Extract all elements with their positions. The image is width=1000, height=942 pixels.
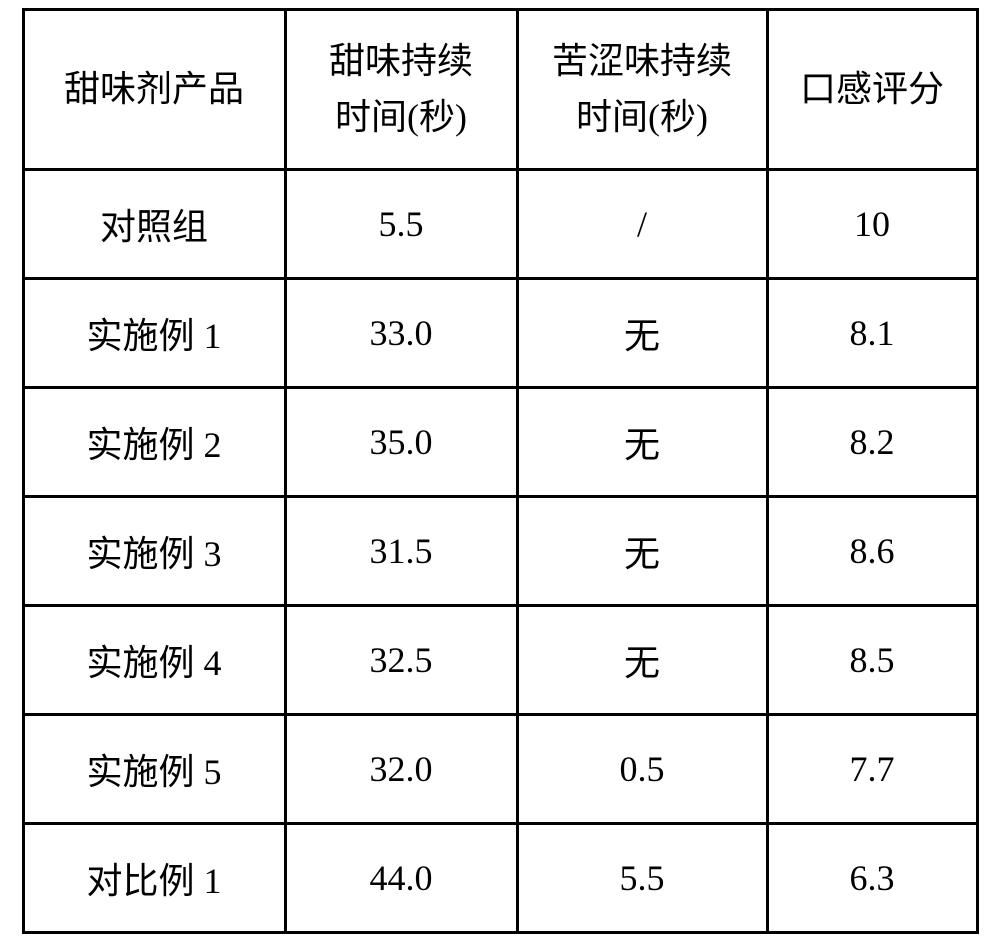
header-sweet-duration: 甜味持续时间(秒)	[285, 10, 517, 170]
cell-sweet-duration: 33.0	[285, 279, 517, 388]
cell-product: 对照组	[23, 170, 285, 279]
cell-sweet-duration: 44.0	[285, 824, 517, 933]
cell-product: 实施例 4	[23, 606, 285, 715]
cell-taste-score: 8.5	[767, 606, 977, 715]
table-row: 实施例 4 32.5 无 8.5	[23, 606, 977, 715]
cell-bitter-duration: 无	[517, 388, 767, 497]
table-row: 对照组 5.5 / 10	[23, 170, 977, 279]
table-header-row: 甜味剂产品 甜味持续时间(秒) 苦涩味持续时间(秒) 口感评分	[23, 10, 977, 170]
cell-product: 实施例 1	[23, 279, 285, 388]
cell-taste-score: 8.1	[767, 279, 977, 388]
header-product: 甜味剂产品	[23, 10, 285, 170]
sweetener-data-table: 甜味剂产品 甜味持续时间(秒) 苦涩味持续时间(秒) 口感评分 对照组 5.5 …	[22, 8, 979, 934]
cell-bitter-duration: /	[517, 170, 767, 279]
cell-product: 实施例 2	[23, 388, 285, 497]
cell-product: 实施例 3	[23, 497, 285, 606]
table-row: 实施例 3 31.5 无 8.6	[23, 497, 977, 606]
cell-bitter-duration: 无	[517, 497, 767, 606]
cell-product: 实施例 5	[23, 715, 285, 824]
cell-sweet-duration: 32.0	[285, 715, 517, 824]
cell-bitter-duration: 无	[517, 606, 767, 715]
cell-sweet-duration: 35.0	[285, 388, 517, 497]
cell-sweet-duration: 5.5	[285, 170, 517, 279]
table-row: 对比例 1 44.0 5.5 6.3	[23, 824, 977, 933]
cell-taste-score: 7.7	[767, 715, 977, 824]
cell-sweet-duration: 32.5	[285, 606, 517, 715]
table-row: 实施例 5 32.0 0.5 7.7	[23, 715, 977, 824]
cell-taste-score: 8.6	[767, 497, 977, 606]
cell-bitter-duration: 5.5	[517, 824, 767, 933]
header-bitter-duration: 苦涩味持续时间(秒)	[517, 10, 767, 170]
cell-bitter-duration: 0.5	[517, 715, 767, 824]
cell-taste-score: 8.2	[767, 388, 977, 497]
cell-product: 对比例 1	[23, 824, 285, 933]
table-row: 实施例 2 35.0 无 8.2	[23, 388, 977, 497]
table-row: 实施例 1 33.0 无 8.1	[23, 279, 977, 388]
cell-sweet-duration: 31.5	[285, 497, 517, 606]
cell-taste-score: 10	[767, 170, 977, 279]
cell-bitter-duration: 无	[517, 279, 767, 388]
cell-taste-score: 6.3	[767, 824, 977, 933]
header-taste-score: 口感评分	[767, 10, 977, 170]
